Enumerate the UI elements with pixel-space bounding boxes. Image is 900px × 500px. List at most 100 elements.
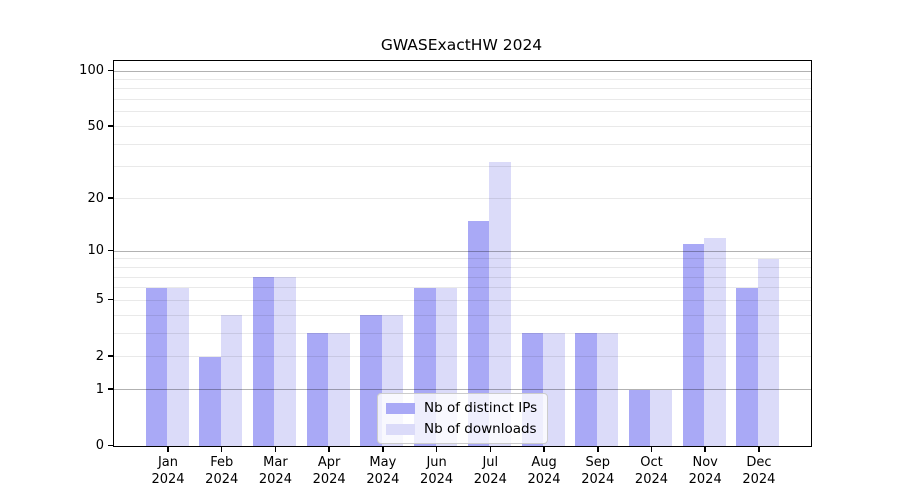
y-tick-label: 20: [87, 190, 104, 206]
x-tick-year: 2024: [258, 472, 292, 487]
y-tick-mark: [108, 249, 113, 252]
x-tick-month: Aug: [531, 455, 557, 470]
x-tick-label-jun: Jun 2024: [402, 454, 472, 488]
x-tick-label-aug: Aug 2024: [509, 454, 579, 488]
legend-label-downloads: Nb of downloads: [424, 421, 537, 437]
x-tick-mark: [758, 447, 760, 452]
gridline-minor: [114, 143, 811, 145]
bar-downloads-dec: [757, 258, 780, 446]
gridline-minor: [114, 78, 811, 80]
x-tick-year: 2024: [634, 472, 669, 487]
legend-swatch-distinct-ips: [386, 402, 415, 414]
x-tick-month: Feb: [210, 455, 234, 470]
y-tick-mark: [108, 388, 113, 390]
bar-distinct-ips-apr: [306, 333, 329, 446]
x-tick-label-nov: Nov 2024: [670, 454, 740, 488]
bar-distinct-ips-mar: [252, 277, 275, 446]
bar-distinct-ips-feb: [199, 356, 221, 446]
gridline-minor: [114, 198, 811, 200]
y-tick-mark: [108, 125, 113, 127]
bar-distinct-ips-may: [360, 315, 382, 446]
x-tick-year: 2024: [473, 472, 507, 487]
y-tick-label: 0: [95, 438, 104, 453]
x-tick-month: Jun: [426, 455, 447, 470]
x-tick-mark: [274, 447, 277, 452]
x-tick-month: Jan: [157, 455, 179, 470]
x-tick-year: 2024: [205, 472, 239, 487]
legend-swatch-downloads: [386, 423, 415, 435]
y-tick-mark: [108, 298, 113, 301]
x-tick-mark: [220, 447, 223, 452]
gridline-major: [114, 70, 811, 72]
x-tick-month: Apr: [317, 455, 341, 470]
x-tick-mark: [650, 447, 653, 452]
y-tick-mark: [108, 355, 113, 357]
legend-label-distinct-ips: Nb of distinct IPs: [424, 400, 538, 416]
y-tick-label: 1: [95, 381, 104, 397]
bar-distinct-ips-nov: [682, 244, 705, 446]
y-tick-label: 10: [87, 243, 104, 259]
x-tick-year: 2024: [366, 472, 400, 487]
y-tick-label: 2: [95, 348, 104, 364]
x-tick-mark: [328, 447, 330, 452]
bar-distinct-ips-jul: [467, 220, 490, 446]
bar-downloads-jan: [167, 287, 189, 446]
x-tick-mark: [435, 447, 438, 452]
x-tick-label-may: May 2024: [348, 454, 418, 488]
y-tick-mark: [108, 444, 113, 446]
x-tick-year: 2024: [151, 472, 185, 487]
x-tick-year: 2024: [742, 472, 776, 487]
bar-downloads-oct: [650, 389, 672, 446]
x-tick-year: 2024: [420, 472, 454, 487]
bar-downloads-nov: [704, 237, 726, 446]
x-tick-mark: [704, 447, 706, 452]
x-tick-month: Mar: [263, 455, 288, 470]
bar-distinct-ips-dec: [736, 287, 758, 446]
x-tick-label-mar: Mar 2024: [240, 454, 310, 488]
x-tick-year: 2024: [527, 472, 561, 487]
x-tick-month: May: [369, 455, 397, 470]
x-tick-month: Jul: [482, 455, 499, 470]
x-tick-label-jul: Jul 2024: [455, 454, 525, 488]
x-tick-year: 2024: [688, 472, 722, 487]
x-tick-month: Sep: [585, 455, 610, 470]
bar-distinct-ips-oct: [628, 389, 651, 446]
y-tick-label: 5: [95, 292, 104, 308]
x-tick-mark: [382, 447, 384, 452]
y-tick-mark: [108, 197, 113, 199]
gridline-minor: [114, 111, 811, 113]
x-tick-label-jan: Jan 2024: [133, 454, 203, 488]
x-tick-month: Oct: [640, 455, 663, 470]
chart-title: GWASExactHW 2024: [380, 36, 543, 54]
legend: Nb of distinct IPs Nb of downloads: [377, 393, 549, 444]
x-tick-label-sep: Sep 2024: [563, 454, 633, 488]
y-tick-label: 50: [87, 118, 104, 134]
bar-downloads-mar: [274, 277, 296, 446]
bar-distinct-ips-jan: [145, 287, 167, 446]
x-tick-month: Dec: [746, 455, 772, 470]
x-tick-label-oct: Oct 2024: [616, 454, 686, 488]
x-tick-mark: [489, 447, 492, 452]
bar-downloads-jul: [489, 161, 511, 446]
bar-distinct-ips-sep: [575, 333, 597, 446]
bar-downloads-feb: [220, 315, 243, 446]
gridline-minor: [114, 166, 811, 168]
x-tick-label-dec: Dec 2024: [724, 454, 794, 488]
x-tick-mark: [167, 447, 169, 452]
x-tick-mark: [597, 447, 599, 452]
gridline-minor: [114, 99, 811, 101]
bar-downloads-aug: [543, 333, 565, 446]
y-tick-label: 100: [79, 63, 104, 78]
x-tick-year: 2024: [312, 472, 346, 487]
bar-downloads-apr: [328, 333, 350, 446]
bar-downloads-sep: [596, 333, 619, 446]
y-tick-mark: [108, 69, 113, 71]
gridline-minor: [114, 126, 811, 128]
x-tick-label-apr: Apr 2024: [294, 454, 364, 488]
x-tick-year: 2024: [581, 472, 615, 487]
legend-item-distinct-ips: Nb of distinct IPs: [386, 400, 537, 416]
plot-area: Nb of distinct IPs Nb of downloads: [113, 60, 812, 447]
x-tick-label-feb: Feb 2024: [187, 454, 257, 488]
x-tick-month: Nov: [692, 455, 718, 470]
